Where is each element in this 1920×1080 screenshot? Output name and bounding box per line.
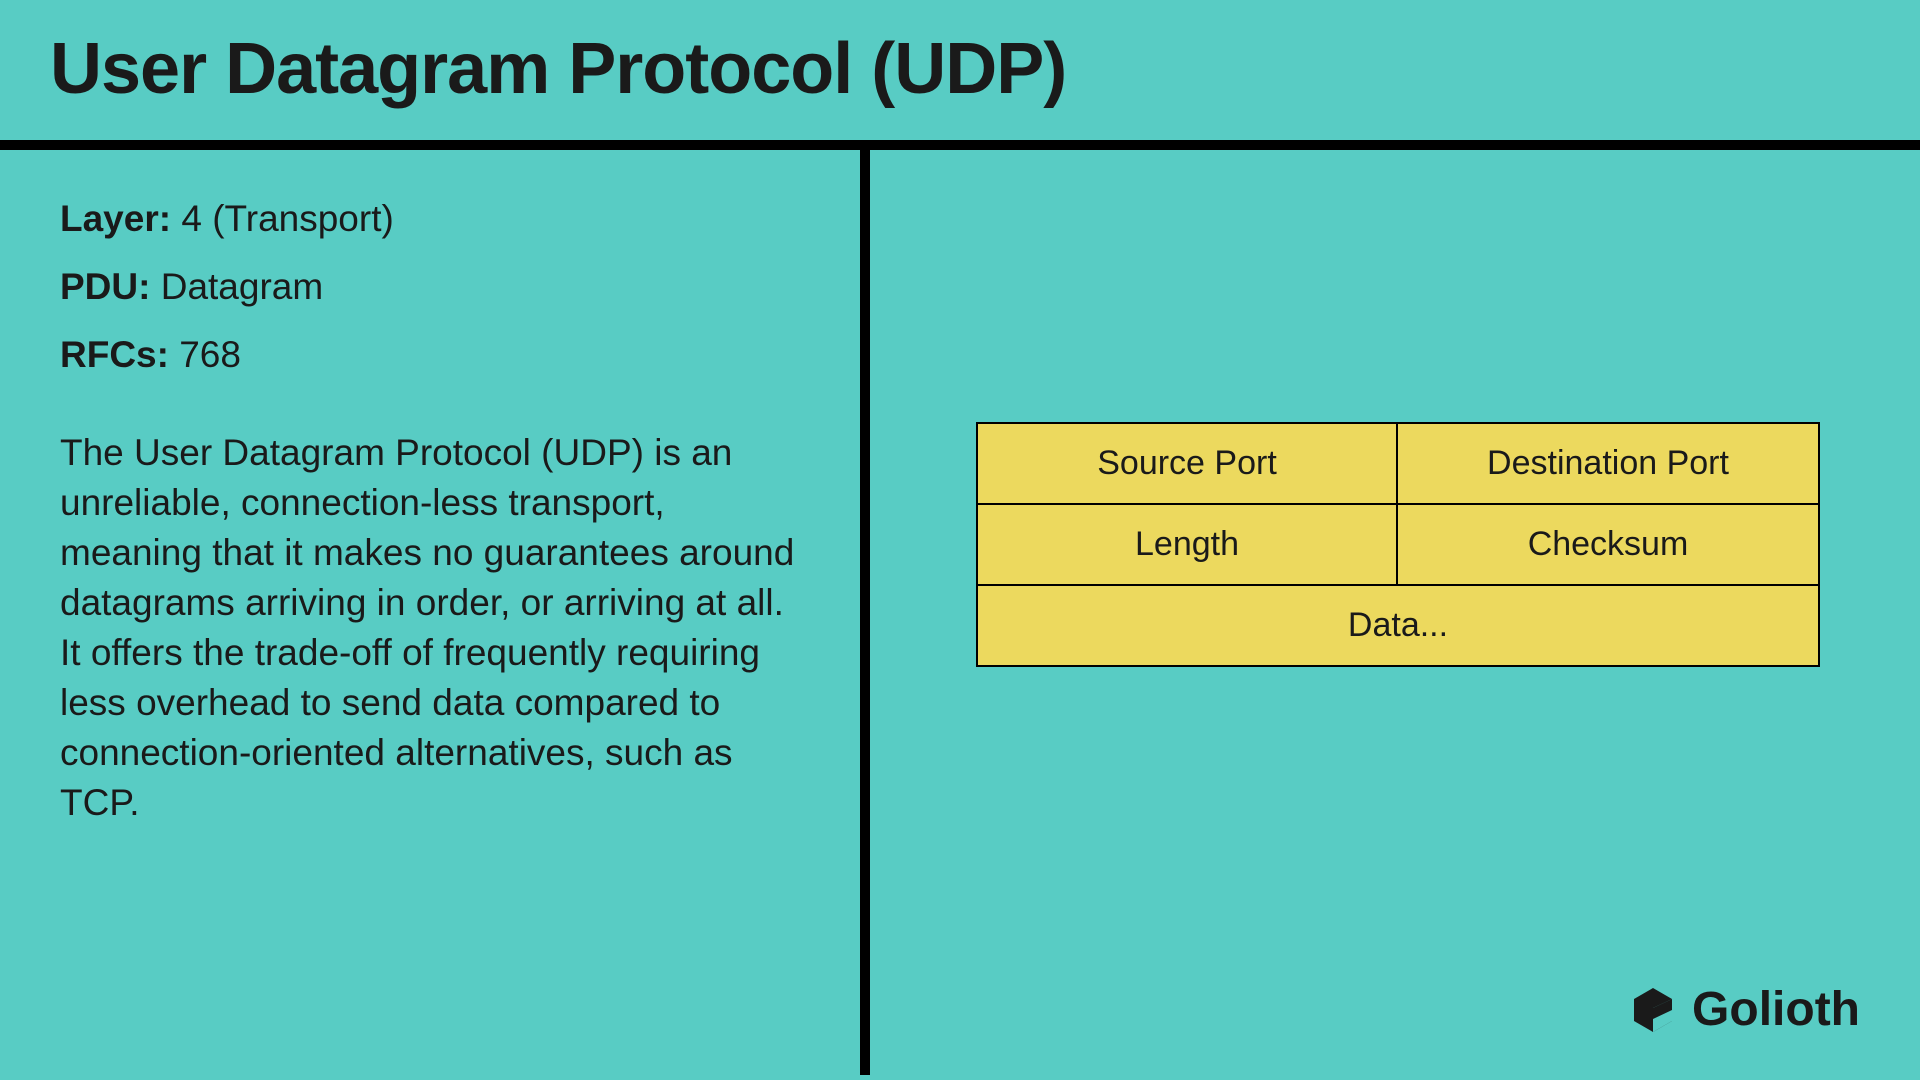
- logo: Golioth: [1628, 982, 1860, 1037]
- packet-diagram: Source Port Destination Port Length Chec…: [976, 422, 1820, 667]
- meta-value-rfcs: 768: [169, 334, 241, 375]
- page-title: User Datagram Protocol (UDP): [50, 28, 1870, 110]
- content: Layer: 4 (Transport) PDU: Datagram RFCs:…: [0, 150, 1920, 1075]
- meta-row-rfcs: RFCs: 768: [60, 334, 804, 376]
- packet-row-1: Length Checksum: [978, 505, 1818, 586]
- packet-cell-checksum: Checksum: [1398, 505, 1818, 584]
- meta-label-layer: Layer:: [60, 198, 171, 239]
- logo-text: Golioth: [1692, 982, 1860, 1037]
- packet-cell-source-port: Source Port: [978, 424, 1398, 503]
- packet-row-2: Data...: [978, 586, 1818, 665]
- left-panel: Layer: 4 (Transport) PDU: Datagram RFCs:…: [0, 150, 870, 1075]
- meta-list: Layer: 4 (Transport) PDU: Datagram RFCs:…: [60, 198, 804, 376]
- golioth-icon: [1628, 985, 1678, 1035]
- meta-row-layer: Layer: 4 (Transport): [60, 198, 804, 240]
- header: User Datagram Protocol (UDP): [0, 0, 1920, 150]
- packet-cell-data: Data...: [978, 586, 1818, 665]
- meta-value-pdu: Datagram: [150, 266, 323, 307]
- right-panel: Source Port Destination Port Length Chec…: [870, 150, 1920, 1075]
- packet-cell-length: Length: [978, 505, 1398, 584]
- meta-label-rfcs: RFCs:: [60, 334, 169, 375]
- description: The User Datagram Protocol (UDP) is an u…: [60, 428, 804, 828]
- packet-row-0: Source Port Destination Port: [978, 424, 1818, 505]
- packet-cell-destination-port: Destination Port: [1398, 424, 1818, 503]
- meta-label-pdu: PDU:: [60, 266, 150, 307]
- meta-row-pdu: PDU: Datagram: [60, 266, 804, 308]
- meta-value-layer: 4 (Transport): [171, 198, 394, 239]
